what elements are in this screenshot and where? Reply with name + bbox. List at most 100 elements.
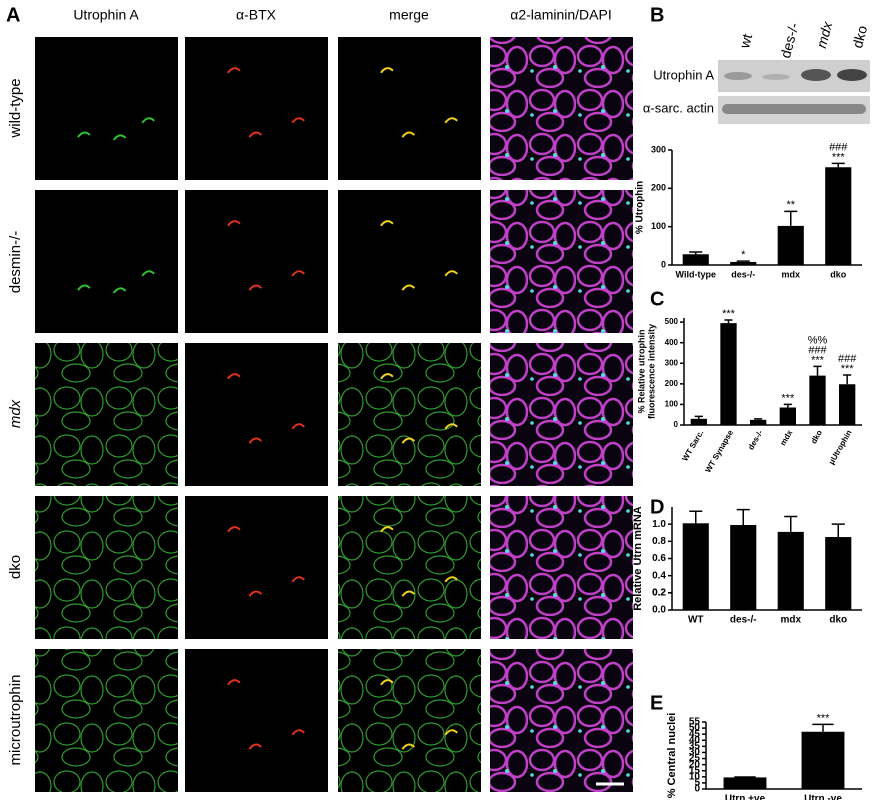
significance-label: ### (838, 353, 857, 365)
lane-label: mdx (813, 19, 836, 50)
error-bar (843, 374, 852, 385)
column-header: merge (389, 7, 429, 23)
y-tick-label: 45 (689, 729, 701, 740)
lane-label: dko (849, 24, 870, 50)
y-tick-label: 10 (689, 771, 701, 782)
nmj-signal (380, 220, 394, 227)
y-tick-label: 20 (689, 759, 701, 770)
row-label: desmin-/- (7, 231, 24, 294)
error-bar (783, 403, 792, 408)
bar (779, 407, 796, 425)
x-tick-label: μUtrophin (827, 428, 854, 466)
panel-b-blot: B wt des-/- mdx dko Utrophin A α-sarc. a… (643, 4, 870, 124)
y-tick-label: 0.4 (652, 570, 666, 581)
nmj-signal (401, 284, 416, 291)
y-tick-label: 300 (651, 144, 666, 154)
y-axis-label: Relative Utrn mRNA (632, 506, 644, 611)
micrograph (35, 190, 178, 333)
bar (801, 731, 845, 789)
micrograph (338, 190, 481, 333)
blot-band (801, 69, 831, 81)
x-tick-label: des-/- (731, 269, 755, 279)
column-header: Utrophin A (73, 7, 139, 23)
row-label: wild-type (7, 78, 24, 138)
blot-row-label: Utrophin A (653, 67, 714, 82)
row-label: dko (7, 555, 24, 579)
nmj-signal (291, 423, 305, 430)
blot-band (724, 72, 752, 80)
column-header: α-BTX (236, 7, 277, 23)
y-tick-label: 0.2 (652, 587, 666, 598)
x-tick-label: des-/- (746, 428, 765, 451)
significance-label: *** (832, 151, 846, 163)
x-tick-label: dko (829, 615, 847, 626)
nmj-signal (380, 373, 394, 380)
y-tick-label: 0.0 (652, 605, 666, 616)
x-tick-label: Utrn -ve (804, 794, 842, 800)
bar (825, 537, 852, 610)
y-tick-label: 100 (665, 400, 679, 409)
nmj-signal (248, 284, 263, 291)
panel-label: B (650, 4, 664, 26)
y-tick-label: 0.6 (652, 553, 666, 564)
nmj-signal (444, 729, 458, 736)
utrophin-signal (77, 131, 91, 138)
bar (777, 225, 804, 265)
bar-chart: 0 100 200 300 % Utrophin Wild-type * des-/- ** md… (635, 141, 862, 279)
micrograph (490, 496, 633, 639)
nmj-signal (227, 220, 241, 227)
utrophin-signal (112, 134, 127, 141)
significance-label: * (741, 249, 746, 261)
bar (809, 375, 826, 425)
micrograph (490, 190, 633, 333)
utrophin-signal (77, 284, 91, 291)
y-tick-label: 35 (689, 741, 701, 752)
row-label: mdx (7, 399, 24, 428)
panel-label: A (6, 4, 20, 26)
significance-label: %% (808, 334, 828, 346)
significance-label: ### (808, 344, 827, 356)
x-tick-label: WT (688, 615, 704, 626)
blot-band (722, 104, 866, 114)
bar (682, 254, 709, 265)
bar (730, 261, 757, 265)
utrophin-signal (141, 117, 155, 124)
nmj-signal (380, 67, 394, 74)
nmj-signal (380, 679, 394, 686)
micrograph (185, 37, 328, 180)
bar (682, 523, 709, 610)
nmj-signal (291, 576, 305, 583)
micrograph (35, 649, 178, 792)
y-axis-label: % Central nuclei (666, 713, 678, 799)
nmj-signal (248, 437, 263, 444)
significance-label: *** (781, 392, 795, 404)
micrograph (338, 343, 481, 486)
x-tick-label: Utrn +ve (725, 794, 766, 800)
error-bar (736, 260, 750, 262)
error-bar (694, 415, 703, 419)
panel-label: E (650, 692, 663, 714)
nmj-signal (248, 743, 263, 750)
bar (825, 167, 852, 265)
error-bar (831, 523, 845, 538)
bar (730, 525, 757, 610)
significance-label: ### (829, 141, 848, 153)
nmj-signal (401, 131, 416, 138)
y-tick-label: 0 (694, 784, 700, 795)
panel-a: A Utrophin A α-BTX merge α2-laminin/DAPI… (6, 4, 633, 792)
micrograph (35, 496, 178, 639)
x-tick-label: mdx (778, 428, 794, 447)
utrophin-signal (112, 287, 127, 294)
micrograph (185, 343, 328, 486)
lane-label: wt (736, 32, 755, 51)
y-axis-label: % Utrophin (635, 181, 646, 234)
x-tick-label: Wild-type (676, 269, 716, 279)
bar (690, 418, 707, 425)
nmj-signal (401, 590, 416, 597)
row-label: microutrophin (7, 675, 24, 766)
column-header: α2-laminin/DAPI (510, 7, 611, 23)
bar (750, 419, 767, 425)
nmj-signal (291, 270, 305, 277)
x-tick-label: mdx (780, 615, 801, 626)
